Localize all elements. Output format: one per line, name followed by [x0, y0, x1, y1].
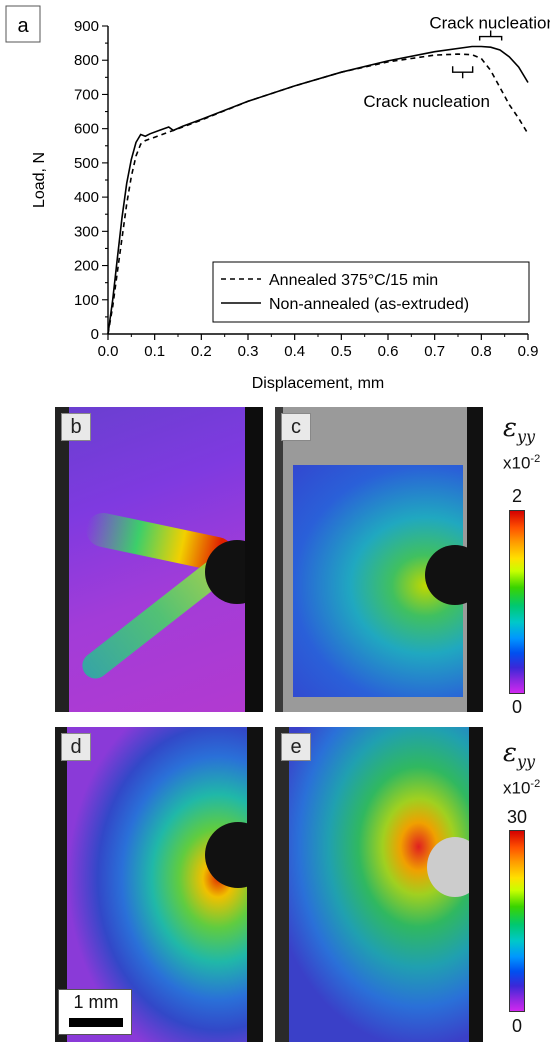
panel-label-e: e: [281, 733, 311, 761]
x-tick-label: 0.0: [98, 343, 119, 360]
colorbar-top-exponent: -2: [530, 453, 541, 465]
colorbar-top-multiplier: x10: [503, 453, 531, 473]
colorbar-bottom-gradient: [509, 830, 525, 1012]
x-tick-label: 0.4: [284, 343, 305, 360]
x-tick-label: 0.3: [238, 343, 259, 360]
y-tick-label: 100: [74, 292, 99, 309]
x-tick-label: 0.6: [378, 343, 399, 360]
x-axis-label: Displacement, mm: [252, 375, 384, 392]
y-tick-label: 400: [74, 189, 99, 206]
colorbar-bottom-multiplier: x10: [503, 778, 531, 798]
colorbar-bottom-symbol: ε: [503, 738, 517, 768]
specimen-image-b: [55, 407, 263, 712]
colorbar-bottom-min: 0: [512, 1016, 523, 1036]
x-tick-label: 0.7: [424, 343, 445, 360]
load-displacement-chart: a 0.0 0.1 0.2 0.3 0.4 0.5 0.6 0.7 0.8 0.9 0 100 200 3…: [5, 5, 550, 392]
legend-label-0: Annealed 375°C/15 min: [269, 272, 438, 289]
specimen-image-e: [275, 727, 483, 1042]
legend-box: [212, 261, 530, 323]
y-tick-label: 300: [74, 223, 99, 240]
colorbar-top-min: 0: [512, 697, 523, 717]
x-tick-label: 0.9: [518, 343, 539, 360]
crack-nucleation-bracket-upper: [478, 30, 503, 41]
y-tick-label: 200: [74, 258, 99, 275]
legend-label-1: Non-annealed (as-extruded): [269, 296, 469, 313]
x-tick-label: 0.1: [144, 343, 165, 360]
colorbar-top-symbol: ε: [503, 413, 517, 443]
panel-label-b: b: [61, 413, 91, 441]
y-tick-label: 800: [74, 52, 99, 69]
panel-label-c: c: [281, 413, 311, 441]
series-line-1: [107, 45, 529, 335]
crack-nucleation-label-lower: Crack nucleation: [363, 92, 490, 111]
colorbar-top-max: 2: [512, 486, 523, 506]
colorbar-bottom-exponent: -2: [530, 778, 541, 790]
y-tick-label: 500: [74, 155, 99, 172]
crack-nucleation-bracket-lower: [451, 66, 474, 79]
y-tick-label: 600: [74, 121, 99, 138]
colorbar-top-gradient: [509, 510, 525, 694]
panel-label-a: a: [17, 15, 29, 37]
strain-map-e: e: [275, 727, 483, 1042]
panel-label-d: d: [61, 733, 91, 761]
panel-label-a-box: [5, 5, 41, 43]
specimen-image-c: [275, 407, 483, 712]
y-axis-label: Load, N: [31, 152, 48, 208]
strain-map-c: c: [275, 407, 483, 712]
scale-bar: 1 mm: [58, 989, 132, 1035]
scale-bar-line: [69, 1018, 123, 1027]
x-tick-label: 0.5: [331, 343, 352, 360]
strain-map-b: b: [55, 407, 263, 712]
y-tick-label: 0: [91, 326, 99, 343]
crack-nucleation-label-upper: Crack nucleation: [429, 14, 550, 33]
y-tick-label: 900: [74, 18, 99, 35]
x-tick-label: 0.2: [191, 343, 212, 360]
scale-bar-label: 1 mm: [73, 992, 119, 1012]
colorbar-bottom-max: 30: [507, 807, 528, 827]
colorbar-top-subscript: yy: [516, 427, 536, 447]
y-tick-label: 700: [74, 86, 99, 103]
x-tick-label: 0.8: [471, 343, 492, 360]
colorbar-bottom-subscript: yy: [516, 752, 536, 772]
